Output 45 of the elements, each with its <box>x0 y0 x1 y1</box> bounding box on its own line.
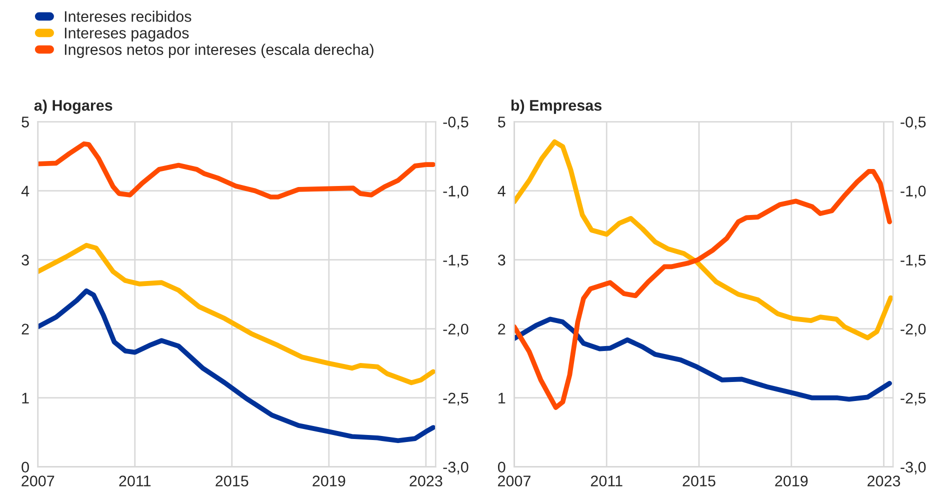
x-tick-label: 2007 <box>498 476 530 486</box>
y2-tick-label: -3,0 <box>443 462 468 474</box>
y-tick-label: 5 <box>22 116 29 128</box>
y2-tick-label: -0,5 <box>443 116 468 130</box>
y2-tick-label: -1,0 <box>900 186 926 198</box>
legend-label: Ingresos netos por intereses (escala derecha) <box>64 44 374 58</box>
x-tick-label: 2019 <box>312 476 346 486</box>
line-series <box>38 141 436 200</box>
x-tick-label: 2007 <box>22 476 54 486</box>
y-tick-label: 3 <box>22 254 29 266</box>
y2-tick-label: -2,5 <box>443 392 468 406</box>
legend-label: Intereses pagados <box>64 27 189 42</box>
line-series <box>514 169 892 410</box>
x-tick-label: 2011 <box>119 476 151 486</box>
y-tick-label: 0 <box>498 462 506 473</box>
line-series <box>38 288 436 444</box>
y2-tick-label: -2,0 <box>443 324 468 336</box>
x-tick-label: 2015 <box>216 476 248 486</box>
x-tick-label: 2015 <box>682 476 716 486</box>
y-tick-label: 3 <box>498 254 506 266</box>
y2-tick-label: -1,5 <box>443 254 468 268</box>
x-tick-label: 2023 <box>410 476 442 486</box>
y2-tick-label: -1,0 <box>443 186 468 198</box>
line-series <box>514 316 892 402</box>
line-series <box>38 242 436 386</box>
y2-tick-label: -0,5 <box>900 116 926 130</box>
y-tick-label: 4 <box>498 186 506 196</box>
y-tick-label: 2 <box>498 324 506 334</box>
y-tick-label: 5 <box>498 116 506 128</box>
chart-title: b) Empresas <box>511 100 602 114</box>
y2-tick-label: -2,0 <box>900 324 926 336</box>
y-tick-label: 2 <box>22 324 29 334</box>
y-tick-label: 1 <box>22 392 29 404</box>
y2-tick-label: -1,5 <box>900 254 926 268</box>
x-tick-label: 2019 <box>775 476 808 486</box>
y-tick-label: 0 <box>22 462 29 473</box>
y2-tick-label: -2,5 <box>900 392 926 406</box>
y-tick-label: 4 <box>21 186 30 196</box>
line-series <box>514 139 894 340</box>
chart-title: a) Hogares <box>34 100 112 114</box>
y2-tick-label: -3,0 <box>900 462 926 474</box>
x-tick-label: 2011 <box>590 476 622 486</box>
legend-label: Intereses recibidos <box>64 10 192 22</box>
x-tick-label: 2023 <box>868 476 900 486</box>
y-tick-label: 1 <box>498 392 506 404</box>
